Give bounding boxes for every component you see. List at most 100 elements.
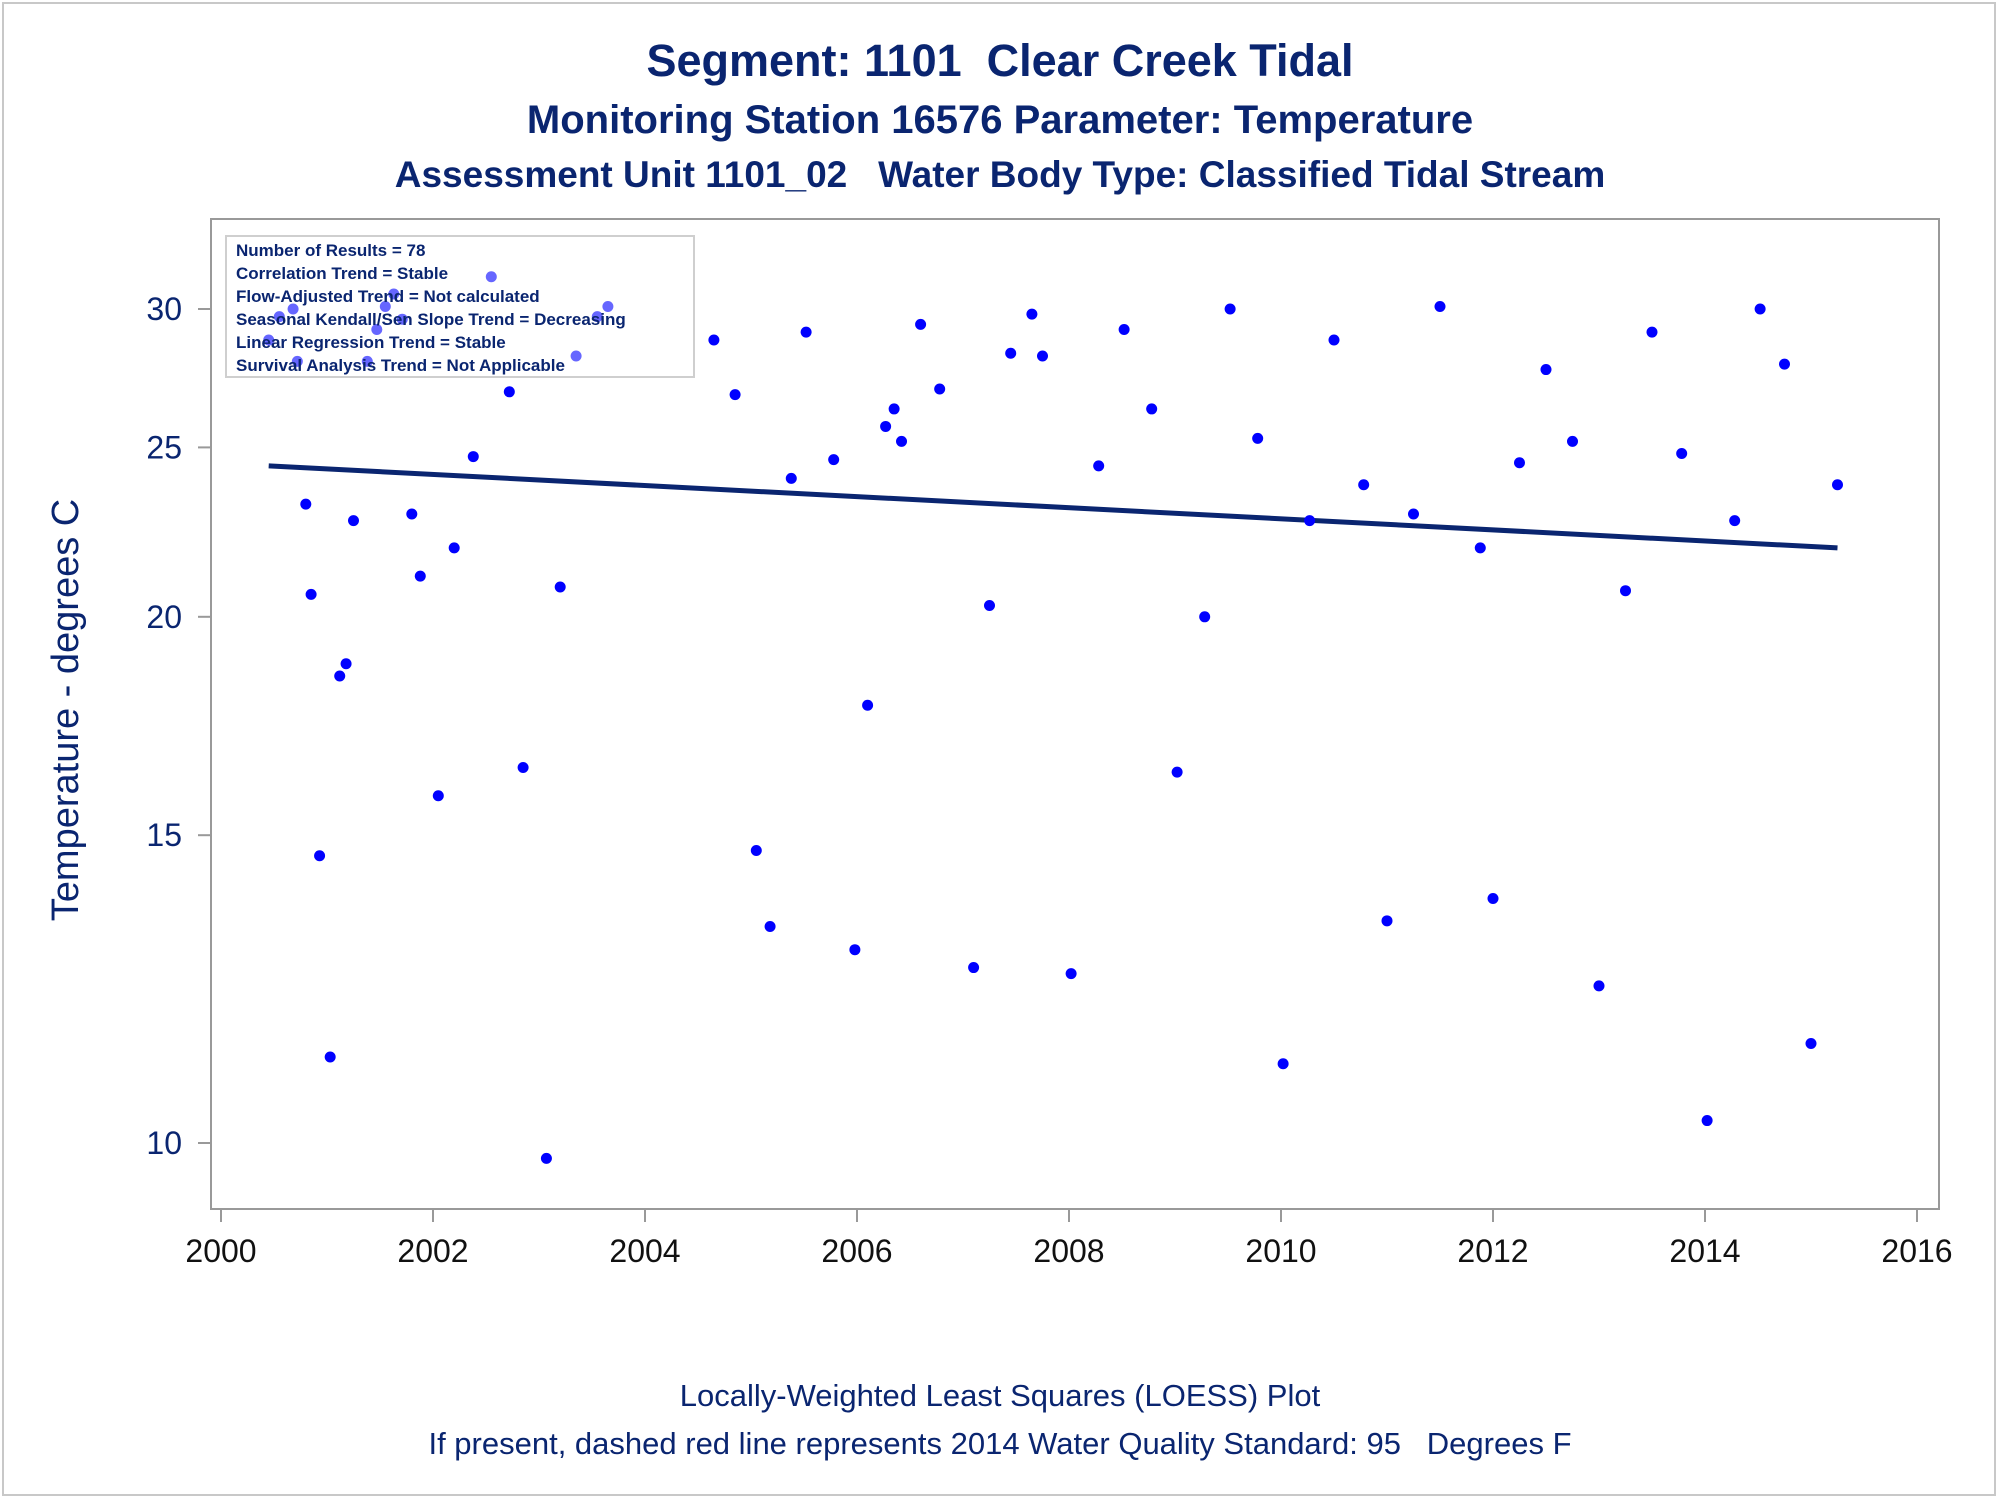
data-point xyxy=(1701,1115,1713,1127)
x-tick-label: 2016 xyxy=(1881,1233,1952,1269)
stats-inset-line: Linear Regression Trend = Stable xyxy=(236,333,506,352)
data-point xyxy=(291,355,303,367)
data-point xyxy=(1026,308,1038,320)
data-point xyxy=(968,962,980,974)
data-point xyxy=(388,288,400,300)
data-point xyxy=(915,318,927,330)
data-point xyxy=(896,435,908,447)
data-point xyxy=(828,454,840,466)
trend-line-group xyxy=(268,463,1838,551)
data-point xyxy=(305,588,317,600)
data-point xyxy=(1567,435,1578,447)
data-point xyxy=(503,386,515,398)
data-point xyxy=(414,570,426,582)
data-point xyxy=(1540,364,1552,376)
data-point xyxy=(1277,1058,1289,1070)
stats-inset-line: Seasonal Kendall/Sen Slope Trend = Decre… xyxy=(236,310,626,329)
y-axis: 10 15 20 25 30 xyxy=(146,291,211,1161)
data-point xyxy=(984,600,995,612)
data-point xyxy=(485,271,497,283)
stats-inset-box xyxy=(225,235,695,378)
stats-inset: Number of Results = 78 Correlation Trend … xyxy=(225,235,695,378)
data-point xyxy=(729,389,741,401)
data-point xyxy=(263,334,275,346)
x-tick-label: 2010 xyxy=(1245,1233,1316,1269)
data-point xyxy=(1381,915,1393,927)
data-point xyxy=(396,313,408,325)
data-point xyxy=(371,324,383,336)
data-point xyxy=(934,383,946,395)
data-point xyxy=(1005,347,1017,359)
data-point xyxy=(361,355,373,367)
data-point xyxy=(432,790,444,802)
data-point xyxy=(1171,766,1183,778)
data-point xyxy=(880,420,892,432)
data-point xyxy=(570,350,582,362)
data-point xyxy=(1676,448,1688,460)
data-point xyxy=(1434,300,1446,312)
data-point xyxy=(1593,980,1605,992)
data-point xyxy=(1304,515,1316,527)
data-point xyxy=(406,508,418,520)
data-point xyxy=(467,451,479,463)
data-point xyxy=(1199,611,1211,623)
data-points xyxy=(263,271,1843,1164)
data-point xyxy=(334,670,346,682)
data-point xyxy=(314,850,326,862)
data-point xyxy=(1358,479,1370,491)
data-point xyxy=(1805,1038,1817,1050)
data-point xyxy=(287,303,299,315)
stats-inset-line: Number of Results = 78 xyxy=(236,241,425,260)
data-point xyxy=(849,944,861,956)
data-point xyxy=(888,403,900,415)
data-point xyxy=(1620,585,1631,597)
x-tick-label: 2002 xyxy=(397,1233,468,1269)
chart-title: Segment: 1101 Clear Creek Tidal xyxy=(646,35,1354,86)
data-point xyxy=(602,300,614,312)
data-point xyxy=(785,472,797,484)
x-axis: 2000 2002 2004 2006 2008 2010 2012 2014 2016 xyxy=(185,1208,1953,1269)
stats-inset-line: Survival Analysis Trend = Not Applicable xyxy=(236,356,565,375)
data-point xyxy=(1408,508,1419,520)
data-point xyxy=(1037,350,1048,362)
data-point xyxy=(348,515,359,527)
y-tick-label: 15 xyxy=(146,817,182,853)
data-point xyxy=(1474,542,1486,554)
stats-inset-text: Number of Results = 78 Correlation Trend … xyxy=(236,241,626,375)
y-tick-label: 20 xyxy=(146,599,182,635)
data-point xyxy=(1487,892,1499,904)
data-point xyxy=(379,300,391,312)
x-tick-label: 2012 xyxy=(1457,1233,1528,1269)
data-point xyxy=(1224,303,1236,315)
data-point xyxy=(324,1051,336,1063)
data-point xyxy=(591,311,603,323)
data-point xyxy=(862,699,874,711)
footnote-standard: If present, dashed red line represents 2… xyxy=(428,1426,1572,1461)
data-point xyxy=(540,1152,552,1164)
data-point xyxy=(1779,358,1790,370)
chart-subtitle: Monitoring Station 16576 Parameter: Temp… xyxy=(526,98,1474,142)
stats-inset-line: Correlation Trend = Stable xyxy=(236,264,448,283)
data-point xyxy=(764,921,776,933)
chart-subtitle-2: Assessment Unit 1101_02 Water Body Type:… xyxy=(394,154,1606,195)
data-point xyxy=(273,311,285,323)
data-point xyxy=(1252,432,1264,444)
data-point xyxy=(708,334,720,346)
x-tick-label: 2014 xyxy=(1669,1233,1740,1269)
data-point xyxy=(750,845,762,857)
x-tick-label: 2000 xyxy=(185,1233,256,1269)
y-axis-label: Temperature - degrees C xyxy=(45,499,87,921)
data-point xyxy=(1118,324,1130,336)
data-point xyxy=(800,326,812,338)
data-point xyxy=(1093,460,1105,472)
data-point xyxy=(1514,457,1525,469)
y-tick-label: 25 xyxy=(146,429,182,465)
data-point xyxy=(1065,968,1077,980)
data-point xyxy=(517,761,529,773)
data-point xyxy=(1146,403,1158,415)
data-point xyxy=(300,498,312,510)
loess-trend-line xyxy=(268,463,1838,551)
footnote-loess: Locally-Weighted Least Squares (LOESS) P… xyxy=(679,1378,1321,1413)
